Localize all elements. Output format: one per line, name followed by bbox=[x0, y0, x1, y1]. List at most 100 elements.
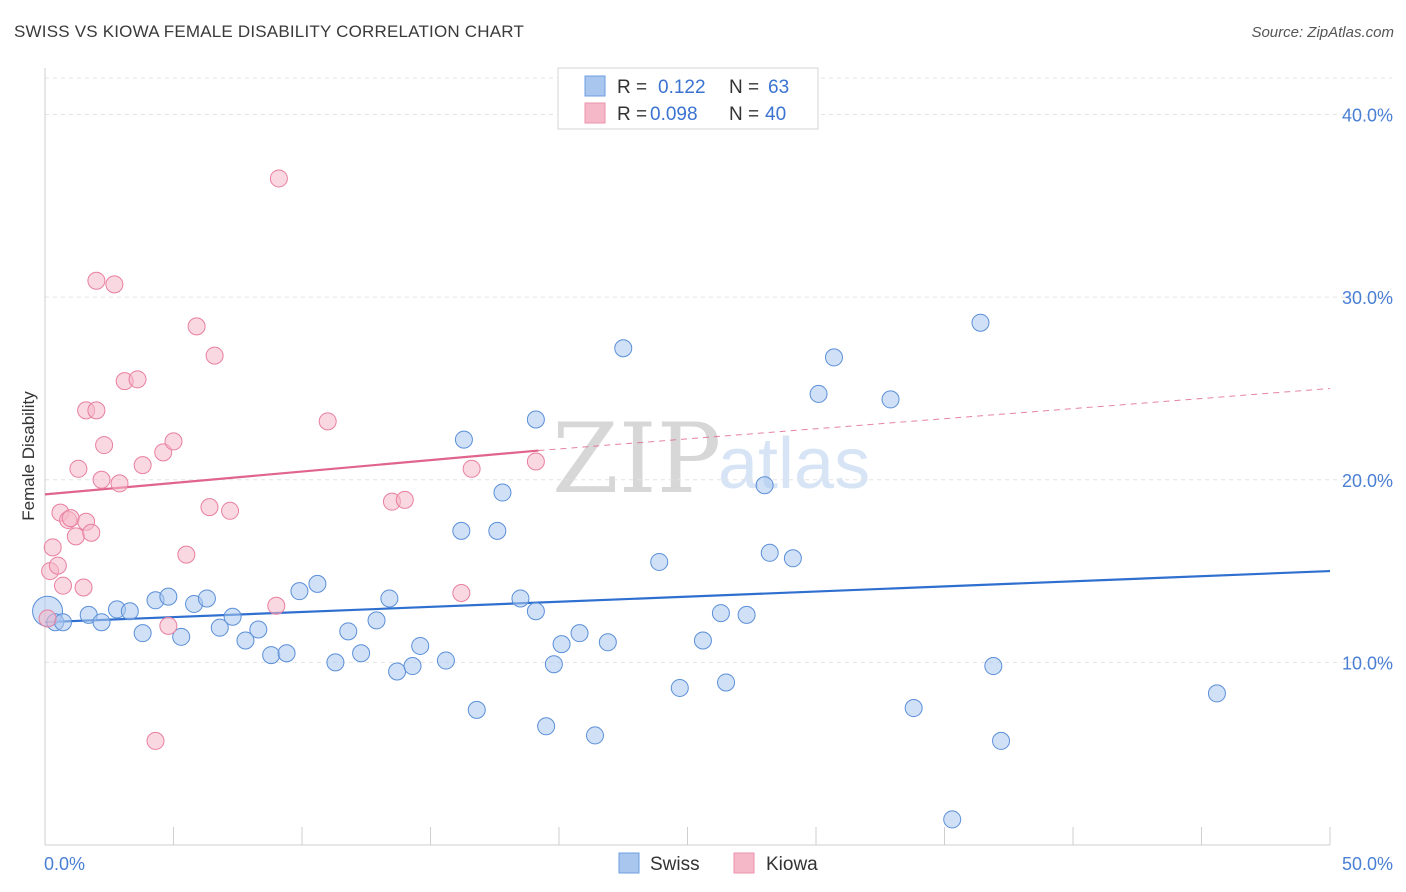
y-tick-labels: 10.0% 20.0% 30.0% 40.0% bbox=[1342, 106, 1393, 674]
point-kiowa bbox=[133, 456, 152, 475]
point-swiss bbox=[411, 636, 430, 655]
legend-r-value: 0.122 bbox=[658, 77, 706, 98]
point-swiss bbox=[454, 430, 473, 449]
point-kiowa bbox=[61, 509, 80, 528]
legend: R = 0.122 N = 63 R = 0.098 N = 40 bbox=[557, 67, 819, 130]
point-swiss bbox=[717, 673, 736, 692]
point-swiss bbox=[1207, 684, 1226, 703]
legend-n-label: N = bbox=[729, 104, 759, 125]
legend-n-value: 63 bbox=[768, 77, 789, 98]
point-swiss bbox=[436, 651, 455, 670]
point-kiowa bbox=[95, 436, 114, 455]
point-swiss bbox=[249, 620, 268, 639]
y-tick-label: 40.0% bbox=[1342, 106, 1393, 126]
point-swiss bbox=[403, 657, 422, 676]
point-swiss bbox=[262, 646, 281, 665]
point-kiowa bbox=[92, 470, 111, 489]
point-swiss bbox=[277, 644, 296, 663]
point-swiss bbox=[760, 543, 779, 562]
point-kiowa bbox=[87, 401, 106, 420]
bottom-legend-swatch-swiss bbox=[618, 852, 640, 874]
trend-line-dashed-kiowa bbox=[538, 387, 1331, 452]
watermark-zip: ZIP bbox=[552, 403, 721, 515]
x-tick-labels: 0.0% 50.0% bbox=[44, 854, 1393, 874]
x-tick-label: 50.0% bbox=[1342, 854, 1393, 874]
y-tick-label: 30.0% bbox=[1342, 288, 1393, 308]
point-swiss bbox=[120, 602, 139, 621]
point-swiss bbox=[467, 700, 486, 719]
bottom-legend-swatch-kiowa bbox=[733, 852, 755, 874]
point-swiss bbox=[210, 618, 229, 637]
point-swiss bbox=[971, 313, 990, 332]
source-label: Source: ZipAtlas.com bbox=[1251, 24, 1394, 41]
point-swiss bbox=[172, 627, 191, 646]
point-swiss bbox=[881, 390, 900, 409]
legend-n-label: N = bbox=[729, 77, 759, 98]
point-swiss bbox=[388, 662, 407, 681]
point-swiss bbox=[809, 384, 828, 403]
point-swiss bbox=[488, 521, 507, 540]
x-tick-label: 0.0% bbox=[44, 854, 85, 874]
bottom-legend-swiss: Swiss bbox=[650, 854, 700, 875]
point-swiss bbox=[493, 483, 512, 502]
legend-n-value: 40 bbox=[765, 104, 786, 125]
point-kiowa bbox=[187, 317, 206, 336]
point-kiowa bbox=[87, 271, 106, 290]
point-kiowa bbox=[177, 545, 196, 564]
point-kiowa bbox=[128, 370, 147, 389]
point-kiowa bbox=[526, 452, 545, 471]
point-swiss bbox=[984, 657, 1003, 676]
point-swiss bbox=[308, 574, 327, 593]
point-kiowa bbox=[82, 523, 101, 542]
point-kiowa bbox=[452, 583, 471, 602]
point-swiss bbox=[290, 582, 309, 601]
point-swiss bbox=[992, 731, 1011, 750]
y-tick-label: 20.0% bbox=[1342, 471, 1393, 491]
point-kiowa bbox=[110, 474, 129, 493]
scatter-points bbox=[32, 169, 1226, 829]
axes bbox=[44, 68, 1331, 846]
point-swiss bbox=[670, 678, 689, 697]
bottom-legend-kiowa: Kiowa bbox=[766, 854, 818, 875]
point-swiss bbox=[526, 602, 545, 621]
legend-r-label: R = bbox=[617, 77, 647, 98]
point-kiowa bbox=[159, 616, 178, 635]
point-swiss bbox=[824, 348, 843, 367]
point-swiss bbox=[326, 653, 345, 672]
point-swiss bbox=[352, 644, 371, 663]
y-tick-label: 10.0% bbox=[1342, 653, 1393, 673]
gridlines bbox=[45, 77, 1392, 663]
y-axis-title: Female Disability bbox=[19, 391, 38, 521]
point-kiowa bbox=[221, 501, 240, 520]
point-swiss bbox=[943, 810, 962, 829]
point-kiowa bbox=[105, 275, 124, 294]
point-kiowa bbox=[43, 538, 62, 557]
point-swiss bbox=[650, 552, 669, 571]
point-swiss bbox=[755, 476, 774, 495]
point-swiss bbox=[904, 699, 923, 718]
legend-swatch-kiowa bbox=[584, 102, 606, 124]
point-kiowa bbox=[154, 443, 173, 462]
point-swiss bbox=[693, 631, 712, 650]
point-kiowa bbox=[395, 490, 414, 509]
point-swiss bbox=[511, 589, 530, 608]
point-kiowa bbox=[69, 459, 88, 478]
point-kiowa bbox=[462, 459, 481, 478]
legend-r-label: R = bbox=[617, 104, 647, 125]
point-kiowa bbox=[53, 576, 72, 595]
point-swiss bbox=[537, 717, 556, 736]
point-swiss bbox=[197, 589, 216, 608]
point-swiss bbox=[711, 604, 730, 623]
point-kiowa bbox=[205, 346, 224, 365]
watermark-atlas: atlas bbox=[718, 424, 870, 504]
point-swiss bbox=[133, 624, 152, 643]
point-swiss bbox=[339, 622, 358, 641]
point-swiss bbox=[452, 521, 471, 540]
point-swiss bbox=[614, 339, 633, 358]
legend-r-value: 0.098 bbox=[650, 104, 698, 125]
point-kiowa bbox=[164, 432, 183, 451]
point-kiowa bbox=[269, 169, 288, 188]
point-swiss bbox=[552, 635, 571, 654]
point-swiss bbox=[367, 611, 386, 630]
